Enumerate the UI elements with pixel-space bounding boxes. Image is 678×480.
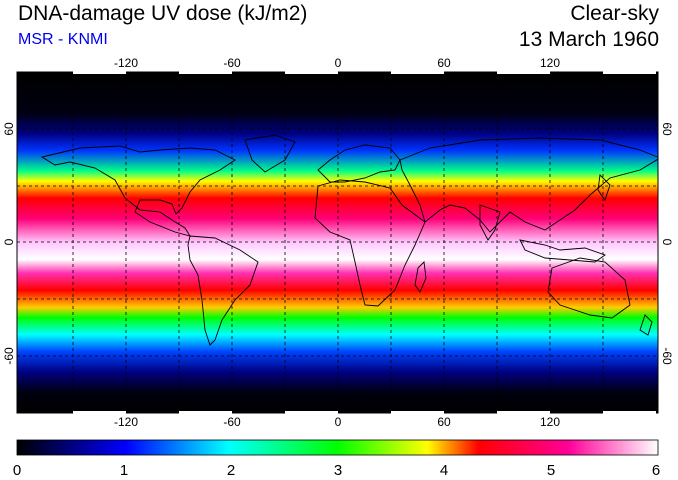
- lat-label-right: 0: [660, 239, 674, 246]
- colorbar: [16, 439, 659, 456]
- lat-label-left: -60: [2, 347, 16, 365]
- lon-label-top: 0: [335, 56, 342, 70]
- lon-label-bottom: -120: [114, 415, 138, 429]
- colorbar-label: 2: [227, 462, 235, 479]
- graticule: [17, 72, 658, 413]
- condition-label: Clear-sky: [570, 2, 659, 25]
- lon-label-top: 60: [437, 56, 451, 70]
- lon-label-top: 120: [540, 56, 560, 70]
- lat-label-left: 60: [2, 122, 16, 136]
- lon-label-bottom: 60: [437, 415, 451, 429]
- lon-label-bottom: -60: [223, 415, 241, 429]
- source-label: MSR - KNMI: [18, 31, 108, 48]
- colorbar-label: 5: [547, 462, 555, 479]
- colorbar-label: 3: [334, 462, 342, 479]
- colorbar-label: 6: [652, 462, 660, 479]
- top-tick-bar: [73, 71, 656, 414]
- lon-label-bottom: 0: [335, 415, 342, 429]
- date-label: 13 March 1960: [518, 28, 659, 51]
- colorbar-label: 4: [440, 462, 448, 479]
- colorbar-label: 1: [120, 462, 128, 479]
- lat-label-left: 0: [2, 238, 16, 245]
- map-title: DNA-damage UV dose (kJ/m2): [18, 2, 308, 25]
- uv-field: [17, 72, 658, 413]
- lon-label-bottom: 120: [540, 415, 560, 429]
- lon-label-top: -120: [114, 56, 138, 70]
- lon-label-top: -60: [223, 56, 241, 70]
- colorbar-label: 0: [13, 462, 21, 479]
- lat-label-right: 60: [660, 122, 674, 136]
- lat-label-right: -60: [660, 347, 674, 365]
